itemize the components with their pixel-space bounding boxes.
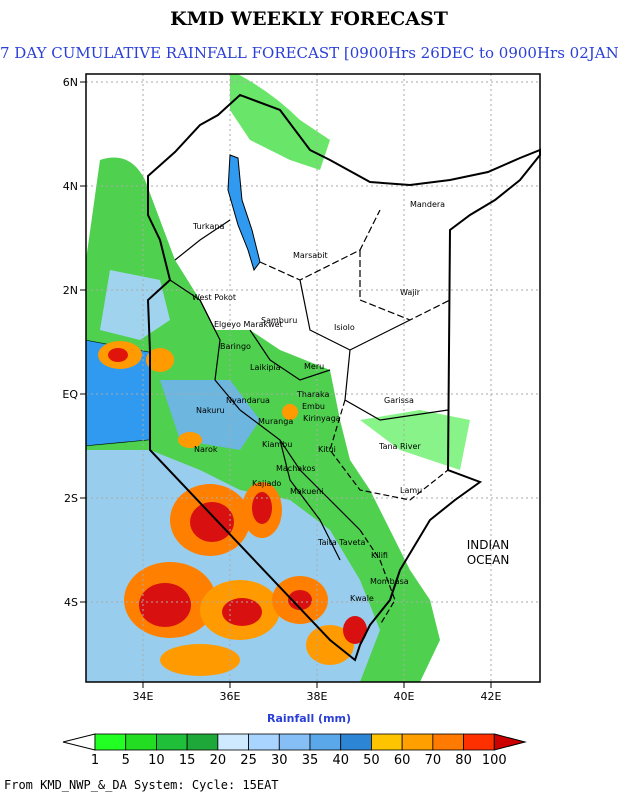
place-label: Embu (302, 402, 325, 411)
lake-turkana (227, 154, 261, 272)
place-label: Wajir (400, 288, 421, 297)
place-label: Taita Taveta (317, 538, 366, 547)
place-label: Samburu (261, 316, 297, 325)
colorbar-swatch (432, 733, 464, 751)
colorbar-tick-label: 60 (394, 753, 411, 768)
place-label: Mombasa (370, 577, 409, 586)
colorbar-swatch (125, 733, 157, 751)
place-label: Kiambu (262, 440, 292, 449)
footer-text: From KMD_NWP_&_DA System: Cycle: 15EAT (4, 778, 279, 792)
lon-label: 42E (481, 690, 502, 703)
lat-label: 6N (63, 76, 78, 89)
colorbar-max-arrow (493, 733, 527, 751)
place-label: Tana River (378, 442, 421, 451)
place-label: Nyandarua (226, 396, 270, 405)
place-labels: Mandera Turkana Marsabit Wajir West Poko… (192, 200, 445, 603)
colorbar-swatch (371, 733, 403, 751)
place-label: Kirinyaga (303, 414, 341, 423)
colorbar-swatch (278, 733, 311, 751)
rainfall-layer (86, 74, 470, 682)
colorbar: 1 5 10 15 20 25 30 35 40 50 60 70 80 100 (62, 733, 527, 768)
lat-label: 2S (64, 492, 78, 505)
place-label: Machakos (276, 464, 316, 473)
lon-label: 38E (307, 690, 328, 703)
colorbar-tick-label: 5 (122, 753, 130, 768)
lon-label: 40E (394, 690, 415, 703)
place-label: Laikipia (250, 363, 281, 372)
forecast-subtitle: 7 DAY CUMULATIVE RAINFALL FORECAST [0900… (0, 44, 618, 62)
colorbar-swatch (248, 733, 280, 751)
colorbar-swatch (463, 733, 495, 751)
place-label: Kajiado (252, 479, 281, 488)
place-label: Elgeyo Marakwet (214, 320, 283, 329)
colorbar-swatch (186, 733, 219, 751)
lat-label: EQ (62, 388, 78, 401)
ocean-label: INDIAN (467, 538, 509, 552)
kenya-border (146, 93, 541, 662)
colorbar-tick-label: 70 (425, 753, 442, 768)
ocean-label: OCEAN (467, 553, 510, 567)
page-title: KMD WEEKLY FORECAST (170, 8, 448, 30)
colorbar-tick-label: 100 (482, 753, 507, 768)
map-frame (85, 73, 541, 683)
place-label: Nakuru (196, 406, 225, 415)
colorbar-swatch (309, 733, 342, 751)
place-label: Isiolo (334, 323, 355, 332)
colorbar-tick-label: 10 (148, 753, 165, 768)
place-label: Lamu (400, 486, 422, 495)
colorbar-label: Rainfall (mm) (266, 712, 352, 725)
colorbar-swatch (401, 733, 434, 751)
colorbar-swatch (156, 733, 188, 751)
colorbar-tick-label: 35 (302, 753, 319, 768)
colorbar-tick-label: 50 (363, 753, 380, 768)
place-label: Mandera (410, 200, 445, 209)
colorbar-tick-label: 30 (271, 753, 288, 768)
place-label: Kwale (350, 594, 374, 603)
colorbar-swatch (94, 733, 127, 751)
place-label: Turkana (192, 222, 224, 231)
lat-label: 2N (63, 284, 78, 297)
colorbar-min-arrow (62, 733, 96, 751)
lat-label: 4S (64, 596, 78, 609)
county-boundaries (169, 209, 451, 626)
place-label: Baringo (220, 342, 251, 351)
colorbar-swatch (340, 733, 372, 751)
colorbar-tick-label: 25 (240, 753, 257, 768)
place-label: West Pokot (192, 293, 236, 302)
colorbar-swatch (217, 733, 249, 751)
colorbar-tick-label: 80 (455, 753, 472, 768)
place-label: Kitui (318, 445, 336, 454)
colorbar-tick-label: 15 (179, 753, 196, 768)
place-label: Marsabit (293, 251, 328, 260)
lon-label: 36E (220, 690, 241, 703)
place-label: Muranga (258, 417, 293, 426)
lat-label: 4N (63, 180, 78, 193)
place-label: Garissa (384, 396, 414, 405)
colorbar-tick-label: 40 (332, 753, 349, 768)
place-label: Narok (194, 445, 218, 454)
place-label: Kilifi (371, 551, 388, 560)
place-label: Tharaka (296, 390, 330, 399)
lon-label: 34E (133, 690, 154, 703)
place-label: Makueni (290, 487, 323, 496)
place-label: Meru (304, 362, 324, 371)
colorbar-tick-label: 20 (210, 753, 227, 768)
colorbar-tick-label: 1 (91, 753, 99, 768)
